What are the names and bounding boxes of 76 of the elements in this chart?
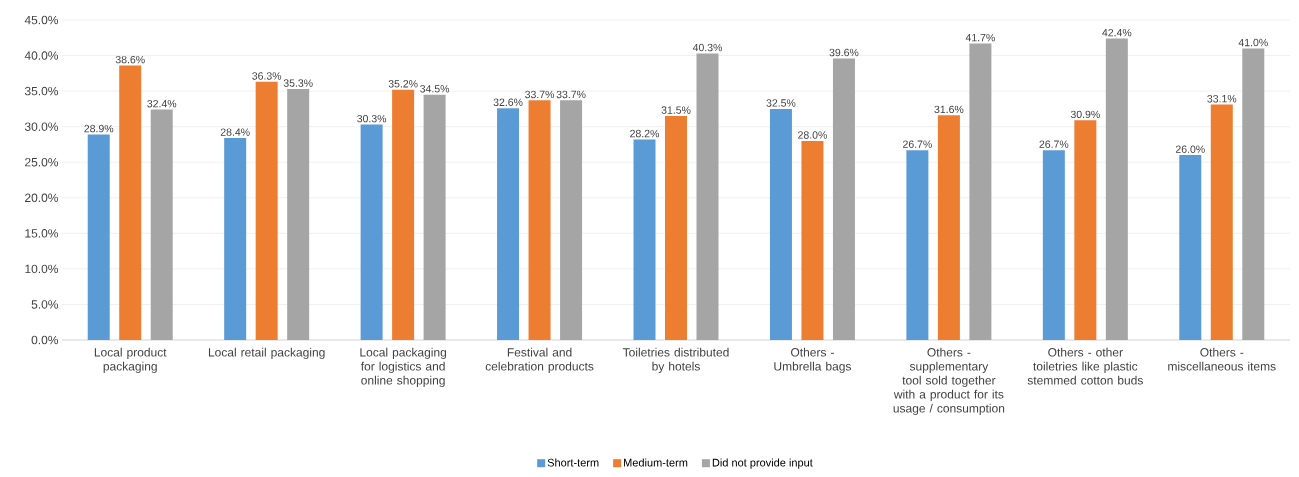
data-label: 35.2% [388, 80, 418, 88]
bar [801, 140, 824, 340]
x-tick-label: Local retail packaging [208, 347, 325, 359]
bar [119, 65, 142, 340]
data-label: 33.7% [556, 90, 586, 99]
data-label: 35.3% [283, 79, 313, 87]
x-tick-label: Others - other toiletries like plastic stemmed cotton buds [1027, 347, 1143, 385]
bar [969, 43, 992, 340]
data-label: 26.7% [1039, 140, 1069, 148]
x-tick-label: Others - miscellaneous items [1168, 347, 1276, 371]
bar [665, 116, 688, 340]
data-label: 28.9% [84, 124, 114, 133]
bar [1074, 120, 1097, 340]
bar [287, 88, 310, 340]
data-label: 30.9% [1070, 110, 1100, 119]
bar [560, 100, 583, 340]
y-tick-label: 15.0% [25, 229, 59, 238]
data-label: 41.0% [1238, 38, 1268, 47]
bar [937, 115, 960, 340]
bar [224, 138, 247, 340]
data-label: 39.6% [829, 48, 859, 57]
data-label: 33.1% [1207, 95, 1237, 103]
data-label: 32.5% [766, 99, 796, 107]
data-label: 26.0% [1175, 145, 1205, 153]
y-tick-label: 35.0% [24, 86, 59, 96]
y-tick-label: 10.0% [25, 264, 59, 274]
data-label: 34.5% [420, 85, 450, 93]
bar [360, 124, 383, 340]
bar [1179, 155, 1202, 340]
x-tick-label: Others - supplementary tool sold together with a product for its usage / consumption [893, 347, 1005, 415]
data-label: 30.3% [357, 114, 387, 123]
x-tick-label: Local product packaging [94, 347, 167, 373]
y-tick-label: 40.0% [24, 51, 59, 60]
bar [87, 134, 110, 340]
x-tick-label: Toiletries distributed by hotels [622, 347, 729, 373]
data-label: 41.7% [965, 33, 995, 42]
y-tick-label: 5.0% [31, 300, 59, 309]
legend-label: Short-term [547, 458, 599, 467]
data-label: 28.2% [630, 129, 660, 138]
y-tick-label: 45.0% [24, 15, 59, 25]
data-label: 40.3% [692, 43, 723, 52]
bar [1105, 38, 1128, 340]
bar [906, 150, 929, 340]
legend-label: Did not provide input [712, 458, 813, 469]
data-label: 28.0% [798, 131, 827, 139]
data-label: 33.7% [525, 90, 555, 99]
bar [832, 58, 855, 340]
bar [1042, 150, 1065, 340]
bar [1242, 48, 1265, 340]
x-tick-label: Others - Umbrella bags [774, 347, 852, 373]
x-tick-label: Festival and celebration products [485, 347, 594, 373]
legend-label: Medium-term [624, 458, 688, 467]
x-tick-label: Local packaging for logistics and online shopping [360, 347, 447, 387]
bar [633, 139, 656, 340]
bar [1210, 104, 1233, 340]
bar [497, 108, 520, 340]
y-tick-label: 30.0% [24, 122, 59, 131]
data-label: 31.6% [934, 105, 964, 114]
data-label: 38.6% [115, 55, 145, 64]
y-tick-label: 0.0% [31, 335, 59, 345]
bar [528, 100, 551, 340]
data-label: 32.6% [493, 98, 523, 106]
data-label: 26.7% [903, 140, 932, 148]
data-label: 28.4% [220, 128, 250, 136]
bar [696, 53, 719, 340]
bar [769, 108, 792, 340]
data-label: 42.4% [1102, 28, 1132, 37]
y-tick-label: 20.0% [25, 193, 59, 203]
y-tick-label: 25.0% [25, 157, 59, 167]
bar [423, 94, 446, 340]
bar [150, 109, 173, 340]
data-label: 36.3% [252, 72, 282, 80]
bar [255, 81, 278, 340]
data-label: 32.4% [147, 99, 177, 108]
bar [392, 89, 415, 340]
data-label: 31.5% [661, 106, 691, 114]
